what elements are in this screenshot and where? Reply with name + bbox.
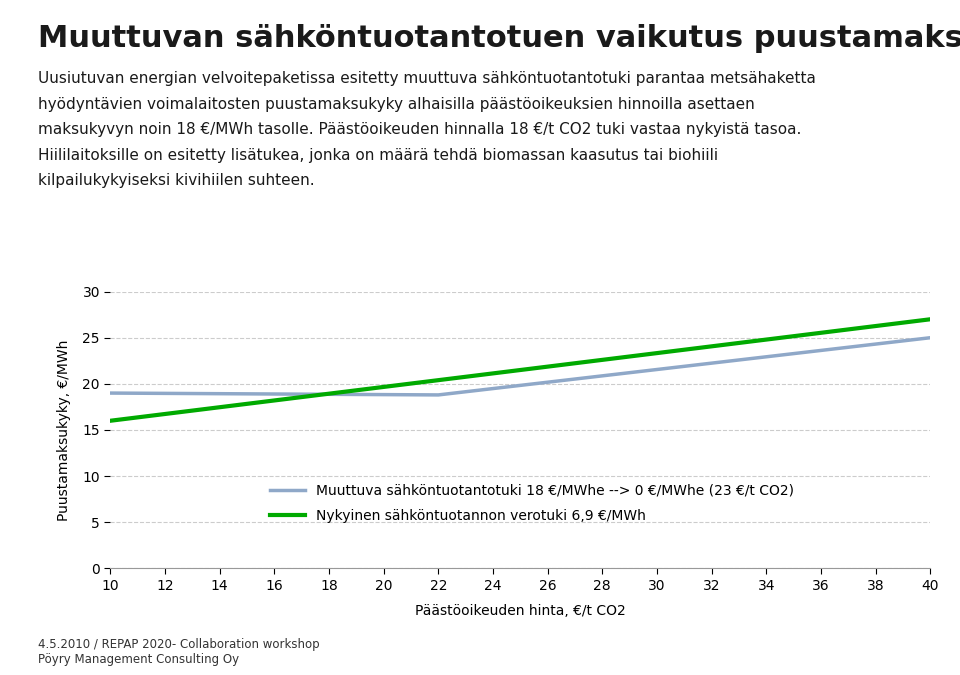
Text: Uusiutuvan energian velvoitepaketissa esitetty muuttuva sähköntuotantotuki paran: Uusiutuvan energian velvoitepaketissa es…: [38, 71, 816, 86]
Text: kilpailukykyiseksi kivihiilen suhteen.: kilpailukykyiseksi kivihiilen suhteen.: [38, 173, 315, 188]
Text: maksukyvyn noin 18 €/MWh tasolle. Päästöoikeuden hinnalla 18 €/t CO2 tuki vastaa: maksukyvyn noin 18 €/MWh tasolle. Päästö…: [38, 122, 802, 137]
Text: 4.5.2010 / REPAP 2020- Collaboration workshop: 4.5.2010 / REPAP 2020- Collaboration wor…: [38, 638, 320, 651]
Text: Hiililaitoksille on esitetty lisätukea, jonka on määrä tehdä biomassan kaasutus : Hiililaitoksille on esitetty lisätukea, …: [38, 148, 718, 163]
Text: hyödyntävien voimalaitosten puustamaksukyky alhaisilla päästöoikeuksien hinnoill: hyödyntävien voimalaitosten puustamaksuk…: [38, 97, 756, 111]
Y-axis label: Puustamaksukyky, €/MWh: Puustamaksukyky, €/MWh: [58, 340, 71, 520]
X-axis label: Päästöoikeuden hinta, €/t CO2: Päästöoikeuden hinta, €/t CO2: [415, 604, 626, 618]
Text: Pöyry Management Consulting Oy: Pöyry Management Consulting Oy: [38, 653, 240, 666]
Text: Muuttuvan sähköntuotantotuen vaikutus puustamaksukykyyn: Muuttuvan sähköntuotantotuen vaikutus pu…: [38, 24, 960, 53]
Legend: Muuttuva sähköntuotantotuki 18 €/MWhe --> 0 €/MWhe (23 €/t CO2), Nykyinen sähkön: Muuttuva sähköntuotantotuki 18 €/MWhe --…: [265, 478, 800, 529]
